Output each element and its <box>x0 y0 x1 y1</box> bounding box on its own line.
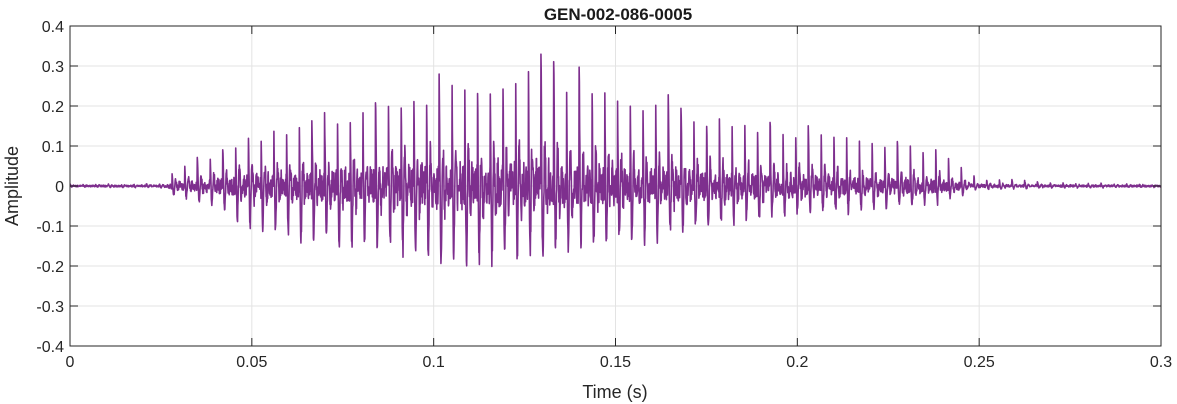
y-tick-label: 0.1 <box>42 139 64 156</box>
y-tick-label: 0 <box>55 179 64 196</box>
series-line-amplitude <box>70 53 1161 268</box>
x-tick-label: 0.2 <box>786 354 808 371</box>
y-tick-label: -0.1 <box>36 219 64 236</box>
y-axis-label: Amplitude <box>2 146 22 226</box>
x-tick-label: 0 <box>66 354 75 371</box>
y-tick-label: 0.3 <box>42 59 64 76</box>
x-tick-label: 0.25 <box>964 354 995 371</box>
y-tick-label: 0.2 <box>42 99 64 116</box>
y-tick-label: 0.4 <box>42 19 64 36</box>
y-tick-label: -0.2 <box>36 259 64 276</box>
y-tick-label: -0.3 <box>36 299 64 316</box>
x-tick-label: 0.1 <box>423 354 445 371</box>
x-tick-label: 0.05 <box>236 354 267 371</box>
plot-area <box>70 53 1161 268</box>
chart-title: GEN-002-086-0005 <box>544 5 692 24</box>
x-axis: 0 0.05 0.1 0.15 0.2 0.25 0.3 <box>66 26 1172 371</box>
x-tick-label: 0.3 <box>1150 354 1172 371</box>
x-axis-label: Time (s) <box>582 382 647 402</box>
y-axis: 0.4 0.3 0.2 0.1 0 -0.1 -0.2 -0.3 -0.4 <box>36 19 1161 356</box>
x-tick-label: 0.15 <box>600 354 631 371</box>
y-tick-label: -0.4 <box>36 339 64 356</box>
